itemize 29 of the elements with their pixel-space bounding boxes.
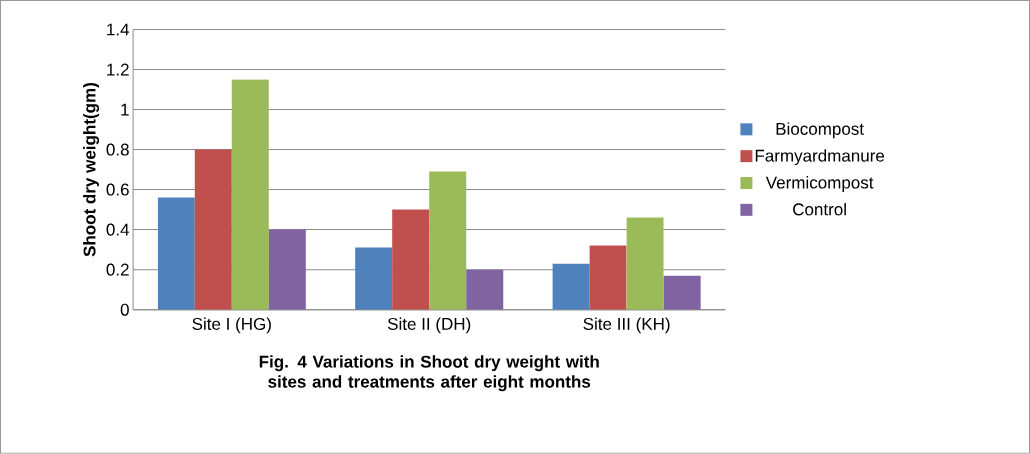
bar <box>231 79 269 310</box>
legend-label: Control <box>793 203 846 216</box>
bar <box>589 245 627 310</box>
y-tick-label: 0.2 <box>106 263 129 276</box>
bar <box>663 275 701 310</box>
x-tick-label: Site III (KH) <box>583 317 670 334</box>
bar <box>355 247 393 310</box>
bar <box>552 263 590 310</box>
bar <box>268 229 306 310</box>
bar <box>626 217 664 310</box>
y-tick-label: 0.6 <box>106 183 129 196</box>
y-axis-title: Shoot dry weight(gm) <box>83 83 100 257</box>
bar <box>392 209 430 310</box>
text: Fig. 4 Variations in Shoot dry weight with sites and treatments after eight months <box>259 355 599 392</box>
legend-label: Biocompost <box>776 122 864 139</box>
x-tick-label: Site I (HG) <box>192 317 271 334</box>
y-tick-label: 1 <box>121 103 129 116</box>
bar <box>466 269 504 310</box>
y-tick-label: 0 <box>120 303 129 316</box>
bar <box>429 171 467 310</box>
legend-label: Farmyardmanure <box>755 149 885 166</box>
legend-label: Vermicompost <box>765 176 874 193</box>
bar <box>157 197 195 310</box>
y-tick-label: 0.4 <box>106 223 130 236</box>
y-tick-label: 0.8 <box>106 143 129 156</box>
y-tick-label: 1.4 <box>107 23 130 36</box>
y-tick-label: 1.2 <box>107 63 129 76</box>
bar <box>194 149 232 310</box>
x-tick-label: Site II (DH) <box>387 317 471 334</box>
